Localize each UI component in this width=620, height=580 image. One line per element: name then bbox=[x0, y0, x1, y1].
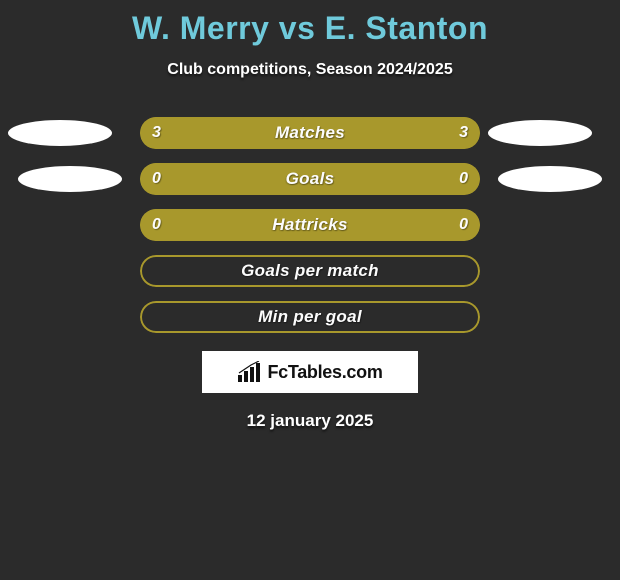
stat-bar: Hattricks0 0 bbox=[140, 209, 480, 241]
stat-value-right: 0 bbox=[459, 163, 468, 195]
stat-value-left: 0 bbox=[152, 209, 161, 241]
stat-label: Matches bbox=[140, 117, 480, 149]
player-right-badge bbox=[488, 120, 592, 146]
stat-bar: Goals per match bbox=[140, 255, 480, 287]
stat-row: Matches3 3 bbox=[0, 117, 620, 149]
stat-row: Min per goal bbox=[0, 301, 620, 333]
stat-bar: Matches3 3 bbox=[140, 117, 480, 149]
stat-label: Hattricks bbox=[140, 209, 480, 241]
page-subtitle: Club competitions, Season 2024/2025 bbox=[0, 61, 620, 79]
stat-label: Goals bbox=[140, 163, 480, 195]
comparison-infographic: W. Merry vs E. Stanton Club competitions… bbox=[0, 0, 620, 580]
snapshot-date: 12 january 2025 bbox=[0, 411, 620, 431]
stat-bar: Goals0 0 bbox=[140, 163, 480, 195]
player-right-badge bbox=[498, 166, 602, 192]
player-left-badge bbox=[18, 166, 122, 192]
stat-label: Goals per match bbox=[140, 255, 480, 287]
player-left-badge bbox=[8, 120, 112, 146]
stat-bar: Min per goal bbox=[140, 301, 480, 333]
stat-value-left: 0 bbox=[152, 163, 161, 195]
stat-row: Goals0 0 bbox=[0, 163, 620, 195]
stat-row: Hattricks0 0 bbox=[0, 209, 620, 241]
stat-value-right: 3 bbox=[459, 117, 468, 149]
stat-label: Min per goal bbox=[140, 301, 480, 333]
chart-icon bbox=[237, 361, 261, 383]
stat-row: Goals per match bbox=[0, 255, 620, 287]
page-title: W. Merry vs E. Stanton bbox=[0, 0, 620, 47]
source-logo: FcTables.com bbox=[202, 351, 418, 393]
logo-text: FcTables.com bbox=[267, 362, 382, 383]
stat-value-left: 3 bbox=[152, 117, 161, 149]
stats-area: Matches33Goals00Hattricks00Goals per mat… bbox=[0, 117, 620, 333]
stat-value-right: 0 bbox=[459, 209, 468, 241]
